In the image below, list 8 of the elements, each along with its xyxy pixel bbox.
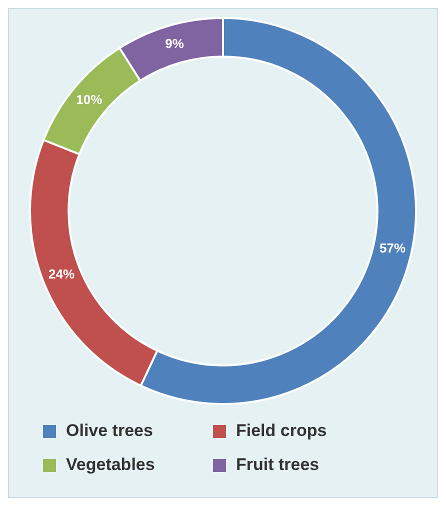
- data-label: 10%: [76, 92, 103, 107]
- legend-label: Vegetables: [66, 455, 155, 475]
- data-label: 24%: [48, 266, 75, 282]
- legend-label: Olive trees: [66, 421, 153, 441]
- data-label: 9%: [165, 36, 184, 51]
- data-label: 57%: [380, 240, 406, 256]
- legend-label: Fruit trees: [236, 455, 320, 475]
- legend-label: Field crops: [236, 421, 327, 441]
